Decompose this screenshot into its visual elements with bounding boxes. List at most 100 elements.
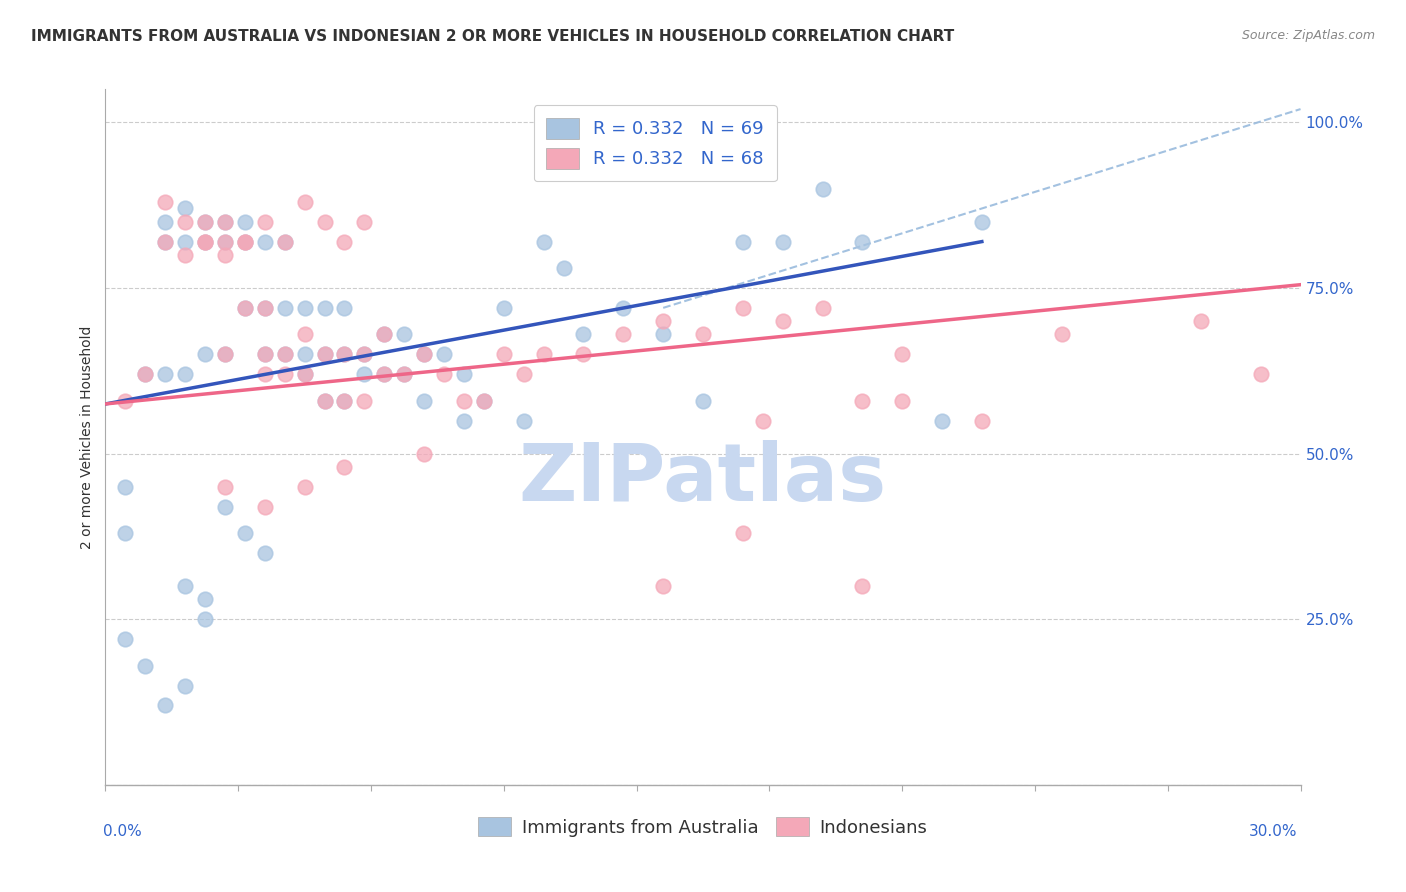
Point <box>453 393 475 408</box>
Point <box>214 347 236 361</box>
Point <box>153 194 177 209</box>
Point <box>513 367 536 381</box>
Point <box>273 235 295 249</box>
Point <box>253 367 276 381</box>
Point <box>314 347 336 361</box>
Point <box>194 235 217 249</box>
Point <box>114 526 136 541</box>
Point <box>174 235 197 249</box>
Text: ZIPatlas: ZIPatlas <box>519 440 887 518</box>
Point <box>214 480 236 494</box>
Point <box>233 235 256 249</box>
Point <box>353 367 375 381</box>
Point <box>194 215 217 229</box>
Point <box>811 181 834 195</box>
Point <box>413 347 436 361</box>
Legend: R = 0.332   N = 69, R = 0.332   N = 68: R = 0.332 N = 69, R = 0.332 N = 68 <box>534 105 776 181</box>
Point <box>273 347 295 361</box>
Point <box>174 679 197 693</box>
Point <box>273 367 295 381</box>
Point <box>194 347 217 361</box>
Point <box>891 347 914 361</box>
Legend: Immigrants from Australia, Indonesians: Immigrants from Australia, Indonesians <box>471 810 935 844</box>
Point <box>392 367 416 381</box>
Point <box>194 215 217 229</box>
Point <box>273 347 295 361</box>
Point <box>253 347 276 361</box>
Point <box>652 579 675 593</box>
Point <box>253 215 276 229</box>
Point <box>174 579 197 593</box>
Text: Source: ZipAtlas.com: Source: ZipAtlas.com <box>1241 29 1375 42</box>
Point <box>373 367 395 381</box>
Point <box>233 526 256 541</box>
Point <box>851 235 873 249</box>
Point <box>472 393 495 408</box>
Point <box>253 235 276 249</box>
Point <box>612 301 634 315</box>
Point <box>612 327 634 342</box>
Point <box>1189 314 1212 328</box>
Point <box>751 413 773 427</box>
Point <box>811 301 834 315</box>
Point <box>233 235 256 249</box>
Point <box>970 413 993 427</box>
Point <box>153 215 177 229</box>
Point <box>433 347 456 361</box>
Point <box>214 248 236 262</box>
Point <box>533 347 555 361</box>
Point <box>174 367 197 381</box>
Text: 30.0%: 30.0% <box>1250 824 1298 838</box>
Point <box>294 367 316 381</box>
Point <box>114 480 136 494</box>
Point <box>513 413 536 427</box>
Point <box>413 393 436 408</box>
Point <box>194 235 217 249</box>
Point <box>472 393 495 408</box>
Point <box>174 202 197 216</box>
Point <box>294 327 316 342</box>
Point <box>333 459 356 474</box>
Point <box>214 215 236 229</box>
Point <box>373 327 395 342</box>
Point <box>433 367 456 381</box>
Point <box>194 235 217 249</box>
Point <box>731 301 754 315</box>
Point <box>492 301 515 315</box>
Point <box>294 367 316 381</box>
Point <box>572 347 595 361</box>
Point <box>353 393 375 408</box>
Point <box>533 235 555 249</box>
Point <box>314 393 336 408</box>
Point <box>333 235 356 249</box>
Point <box>373 367 395 381</box>
Point <box>214 500 236 514</box>
Text: 0.0%: 0.0% <box>103 824 142 838</box>
Point <box>273 301 295 315</box>
Point <box>931 413 953 427</box>
Point <box>314 215 336 229</box>
Point <box>333 347 356 361</box>
Text: IMMIGRANTS FROM AUSTRALIA VS INDONESIAN 2 OR MORE VEHICLES IN HOUSEHOLD CORRELAT: IMMIGRANTS FROM AUSTRALIA VS INDONESIAN … <box>31 29 955 44</box>
Point <box>294 194 316 209</box>
Point <box>453 413 475 427</box>
Point <box>253 301 276 315</box>
Point <box>731 235 754 249</box>
Point <box>233 301 256 315</box>
Point <box>253 546 276 560</box>
Point <box>273 235 295 249</box>
Point <box>314 393 336 408</box>
Point <box>114 632 136 647</box>
Point <box>294 301 316 315</box>
Point <box>772 235 794 249</box>
Point <box>214 347 236 361</box>
Point <box>233 301 256 315</box>
Point <box>333 347 356 361</box>
Point <box>353 347 375 361</box>
Point <box>333 393 356 408</box>
Point <box>214 235 236 249</box>
Point <box>453 367 475 381</box>
Point <box>333 393 356 408</box>
Point <box>134 367 156 381</box>
Point <box>314 301 336 315</box>
